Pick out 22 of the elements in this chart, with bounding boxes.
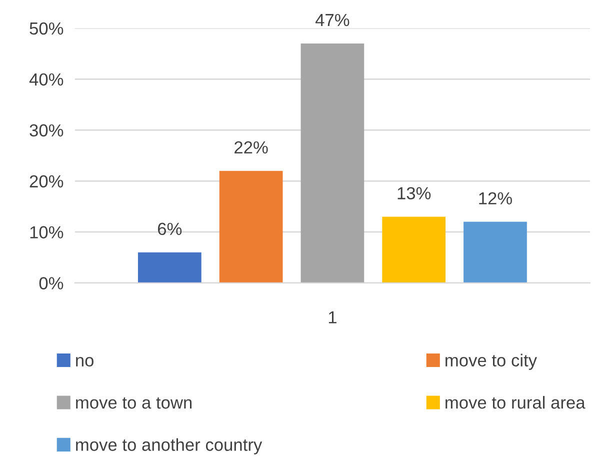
data-label: 22% (234, 141, 268, 154)
legend-label: no (76, 356, 94, 366)
y-tick-label: 40% (29, 73, 64, 86)
data-label: 13% (398, 187, 431, 200)
data-label: 6% (158, 222, 182, 236)
bar (464, 222, 527, 283)
legend-label: move to a town (76, 397, 192, 409)
y-tick-label: 0% (39, 277, 64, 290)
legend-label: move to city (446, 354, 537, 370)
data-label: 47% (315, 14, 350, 26)
bar (219, 170, 283, 283)
bar (300, 43, 364, 283)
y-tick-label: 10% (30, 226, 64, 238)
data-label: 12% (479, 192, 512, 204)
bar (138, 252, 202, 283)
x-tick-label: 1 (328, 311, 336, 324)
y-tick-label: 20% (30, 175, 64, 188)
y-tick-label: 30% (30, 124, 64, 137)
y-tick-label: 50% (30, 22, 64, 35)
bar (382, 216, 446, 283)
legend-label: move to another country (76, 438, 262, 454)
legend-label: move to rural area (446, 396, 586, 409)
